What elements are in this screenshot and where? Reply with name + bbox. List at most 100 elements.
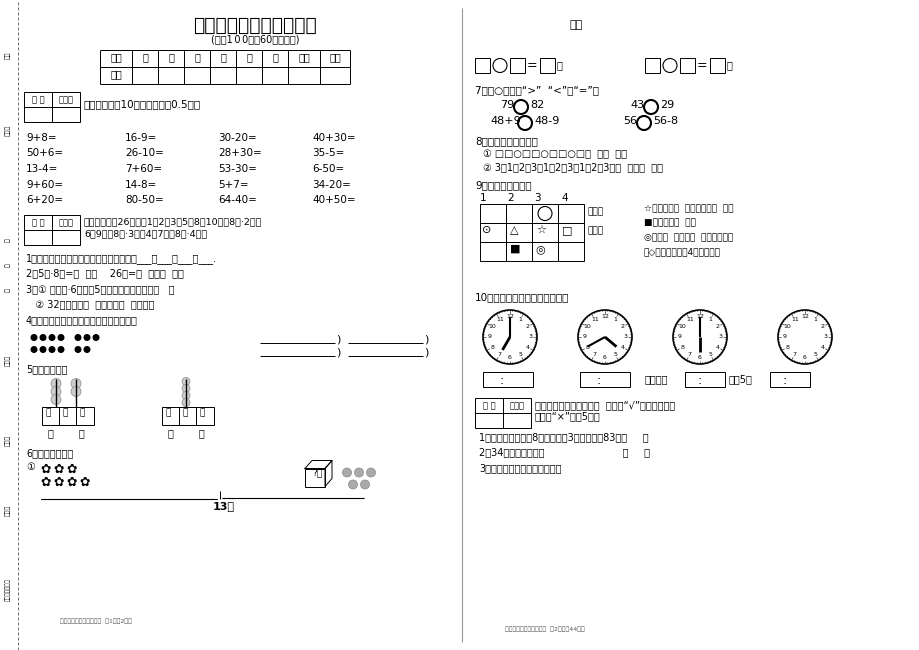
Text: 得: 得 <box>6 263 11 267</box>
Text: 1、一个数个位上是8，十位上是3，这个数是83。（     ）: 1、一个数个位上是8，十位上是3，这个数是83。（ ） <box>479 432 648 442</box>
Text: 得 分: 得 分 <box>482 401 494 410</box>
Text: 4、根据下面的图，在右边写出四个算式。: 4、根据下面的图，在右边写出四个算式。 <box>26 315 138 325</box>
Text: 第二排: 第二排 <box>587 226 604 235</box>
Text: 3、上、下楼梯时，要靠右行。: 3、上、下楼梯时，要靠右行。 <box>479 463 561 473</box>
Text: 第二片区一年级数学试卷  第2页（公44页）: 第二片区一年级数学试卷 第2页（公44页） <box>505 626 584 632</box>
Text: 1: 1 <box>812 317 816 322</box>
Text: 40+30=: 40+30= <box>312 133 356 143</box>
Circle shape <box>30 346 38 353</box>
Bar <box>769 372 809 387</box>
Circle shape <box>30 334 38 341</box>
Text: 1: 1 <box>613 317 617 322</box>
Text: 8、找规律，再填空。: 8、找规律，再填空。 <box>474 136 538 146</box>
Text: ☆的左边是（  ），右边是（  ）。: ☆的左边是（ ），右边是（ ）。 <box>643 204 732 213</box>
Circle shape <box>366 468 375 477</box>
Text: 6: 6 <box>802 355 806 360</box>
Circle shape <box>51 395 61 404</box>
Text: 六: 六 <box>272 52 278 62</box>
Text: ⊙: ⊙ <box>482 225 491 235</box>
Text: 12: 12 <box>505 314 514 319</box>
Text: 10: 10 <box>677 324 686 330</box>
Text: 40+50=: 40+50= <box>312 195 356 205</box>
Text: 个: 个 <box>80 408 85 417</box>
Bar <box>505 204 531 223</box>
Text: 28+30=: 28+30= <box>218 148 262 159</box>
Text: 3: 3 <box>533 193 540 203</box>
Text: 8: 8 <box>679 344 684 350</box>
Text: （        ）: （ ） <box>168 428 205 439</box>
Text: 6: 6 <box>507 355 511 360</box>
Text: 10: 10 <box>782 324 790 330</box>
Text: 5+7=: 5+7= <box>218 179 248 190</box>
Text: 3: 3 <box>718 335 721 339</box>
Text: 四: 四 <box>220 52 226 62</box>
Text: 13个: 13个 <box>213 502 234 512</box>
Text: 考号：: 考号： <box>6 124 11 136</box>
Circle shape <box>74 334 82 341</box>
Bar <box>558 223 584 242</box>
Text: 2、34读作：三十四。                         （     ）: 2、34读作：三十四。 （ ） <box>479 447 650 458</box>
Bar <box>558 204 584 223</box>
Circle shape <box>182 398 190 406</box>
Text: □: □ <box>562 225 572 235</box>
Text: 53-30=: 53-30= <box>218 164 256 174</box>
Circle shape <box>71 387 81 396</box>
Text: ① □□○□□○□□○□（  ）（  ）。: ① □□○□□○□□○□（ ）（ ）。 <box>482 149 627 159</box>
Text: ■的上面是（  ）。: ■的上面是（ ）。 <box>643 218 695 227</box>
Text: 二: 二 <box>168 52 174 62</box>
Text: ✿: ✿ <box>79 476 89 489</box>
Text: 29: 29 <box>659 100 674 110</box>
Text: 百: 百 <box>46 408 51 417</box>
Text: 8: 8 <box>490 344 494 350</box>
Text: ): ) <box>335 348 340 358</box>
Text: ✿: ✿ <box>66 463 76 476</box>
Text: =: = <box>697 59 707 72</box>
Text: :: : <box>596 374 601 387</box>
Text: 朵: 朵 <box>556 60 562 70</box>
Text: 7: 7 <box>687 352 691 358</box>
Text: 79: 79 <box>499 100 514 110</box>
Text: 26-10=: 26-10= <box>125 148 164 159</box>
Text: 7+60=: 7+60= <box>125 164 162 174</box>
Text: 二、填空。（26分）（1、2、3、5、8、10小题8各·2分，: 二、填空。（26分）（1、2、3、5、8、10小题8各·2分， <box>84 217 262 226</box>
Text: 10: 10 <box>583 324 591 330</box>
Bar <box>474 58 490 73</box>
Text: 题号: 题号 <box>6 51 11 58</box>
Circle shape <box>49 346 55 353</box>
Circle shape <box>40 334 47 341</box>
Text: 9+8=: 9+8= <box>26 133 57 143</box>
Text: 一、口算。（10分）（每小题0.5分）: 一、口算。（10分）（每小题0.5分） <box>84 99 201 109</box>
Text: ◎: ◎ <box>535 244 544 254</box>
Text: （        ）: （ ） <box>48 428 85 439</box>
Text: :: : <box>782 374 787 387</box>
Text: 9: 9 <box>582 335 586 339</box>
Text: 11: 11 <box>495 317 503 322</box>
Text: 7: 7 <box>792 352 796 358</box>
Text: 2、5元·8角=（  ）角    26角=（  ）元（  ）角: 2、5元·8角=（ ）角 26角=（ ）元（ ）角 <box>26 268 184 278</box>
Text: 学校：: 学校： <box>6 504 11 515</box>
Text: 2: 2 <box>525 324 529 330</box>
Bar <box>531 204 558 223</box>
Bar <box>644 58 659 73</box>
Text: 折: 折 <box>6 288 11 292</box>
Text: 等级: 等级 <box>329 52 341 62</box>
Text: 7: 7 <box>497 352 501 358</box>
Bar <box>709 58 724 73</box>
Text: 2: 2 <box>715 324 719 330</box>
Text: 三: 三 <box>194 52 199 62</box>
Circle shape <box>51 387 61 396</box>
Text: ② 3、1、2、3、1、2、3、1、2、3、（  ）、（  ）。: ② 3、1、2、3、1、2、3、1、2、3、（ ）、（ ）。 <box>482 162 663 172</box>
Text: :: : <box>499 374 504 387</box>
Text: 8: 8 <box>584 344 588 350</box>
Text: ): ) <box>424 348 428 358</box>
Text: 5: 5 <box>517 352 522 358</box>
Text: 1、接着五十八，写出后面连续的四个数：___、___、___、___.: 1、接着五十八，写出后面连续的四个数：___、___、___、___. <box>26 253 217 264</box>
Text: 2: 2 <box>620 324 624 330</box>
Text: 4: 4 <box>820 344 823 350</box>
Text: 48-9: 48-9 <box>533 116 559 126</box>
Circle shape <box>182 378 190 385</box>
Text: 34-20=: 34-20= <box>312 179 350 190</box>
Bar <box>531 242 558 261</box>
Text: 十: 十 <box>62 408 68 417</box>
Text: 5、看图写数。: 5、看图写数。 <box>26 365 67 374</box>
